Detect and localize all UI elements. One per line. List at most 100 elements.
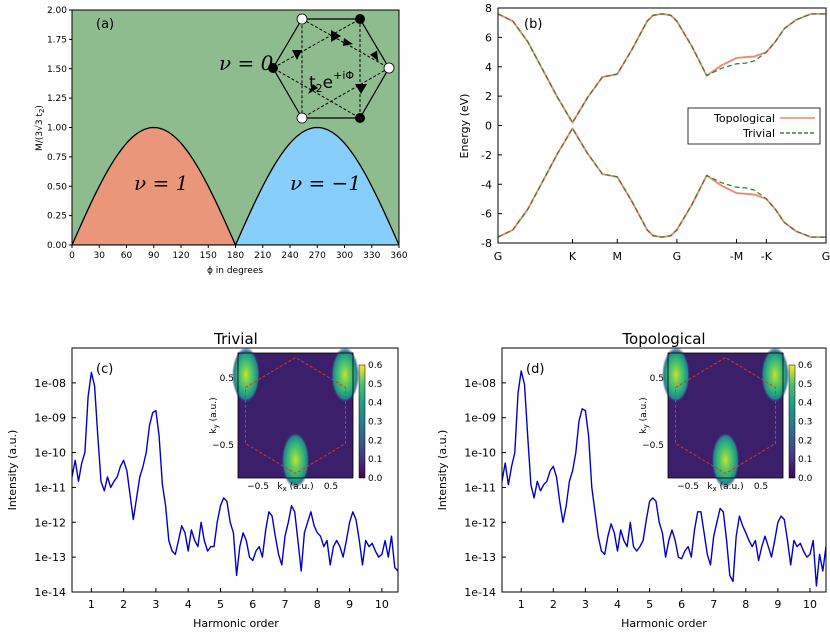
panel-c-tag: (c): [96, 362, 113, 377]
colorbar-tick: 0.6: [798, 361, 813, 371]
harmonic-spectrum-topological: [502, 370, 826, 587]
y-tick-label: 1.75: [47, 35, 67, 45]
y-tick-label: -4: [481, 178, 492, 191]
hopping-label: t2e+iΦ: [309, 69, 354, 95]
nu-minus1-region: [234, 126, 399, 245]
y-tick-label: 6: [485, 31, 492, 44]
valley-hotspot: [331, 347, 359, 403]
inset-y-label: ky (a.u.): [639, 397, 650, 433]
x-tick-label: 120: [172, 251, 189, 261]
y-tick-label: 2.00: [47, 6, 67, 16]
y-tick-label: 1e-12: [464, 516, 496, 529]
colorbar-tick: 0.2: [368, 436, 382, 446]
band-topological-upper: [498, 12, 826, 124]
band-topological-lower: [498, 127, 826, 239]
inset-x-tick: −0.5: [247, 482, 269, 492]
x-tick-label: 60: [121, 251, 133, 261]
y-tick-label: 1e-09: [464, 412, 496, 425]
colorbar-tick: 0.5: [368, 380, 382, 390]
inset-x-tick: 0.5: [324, 482, 338, 492]
panel-a-x-ticks: 0 30 60 90 120 150 180 210 240 270 300 330 360: [69, 245, 408, 261]
y-tick-label: 1e-11: [464, 481, 496, 494]
y-tick-label: 1.50: [47, 65, 67, 75]
y-tick-label: 8: [485, 2, 492, 15]
y-tick-label: 0.00: [47, 241, 67, 251]
x-tick-label: 9: [346, 598, 353, 611]
inset-x-label: kx (a.u.): [707, 482, 743, 493]
panel-d-x-label: Harmonic order: [621, 617, 707, 630]
x-tick-label: 0: [69, 251, 75, 261]
y-tick-label: 1e-11: [34, 481, 66, 494]
panel-b-y-label: Energy (eV): [458, 94, 471, 159]
panel-a: 0 30 60 90 120 150 180 210 240 270 300 330 360 0.000…: [34, 6, 408, 276]
valley-hotspot: [232, 347, 260, 403]
x-tick-label: 2: [120, 598, 127, 611]
x-tick-label: 90: [148, 251, 160, 261]
inset-x-tick: −0.5: [677, 482, 699, 492]
inset-frame: [237, 352, 354, 479]
valley-hotspot: [281, 432, 310, 488]
inset-y-tick: −0.5: [212, 441, 234, 451]
y-tick-label: 0.75: [47, 153, 67, 163]
panel-c-x-label: Harmonic order: [193, 617, 279, 630]
x-tick-label: 8: [742, 598, 749, 611]
panel-d-y-ticks: 1e-14 1e-13 1e-12 1e-11 1e-10 1e-09 1e-08: [464, 377, 506, 599]
panel-c-frame: [71, 347, 399, 593]
y-tick-label: 1e-10: [34, 447, 66, 460]
y-tick-label: -2: [481, 149, 492, 162]
x-tick-label: 10: [375, 598, 389, 611]
kspace-inset-trivial: 0.5 −0.5 −0.5 0.5 kx (a.u.) ky (a.u.) 0.0 0.1 0.…: [209, 347, 383, 493]
panel-d-y-label: Intensity (a.u.): [436, 430, 449, 511]
x-tick-label: 4: [614, 598, 621, 611]
x-tick-label: -M: [730, 250, 743, 263]
y-tick-label: 1.25: [47, 94, 67, 104]
x-tick-label: 6: [678, 598, 685, 611]
x-tick-label: 1: [88, 598, 95, 611]
colorbar-tick: 0.4: [798, 399, 813, 409]
valley-hotspot: [662, 347, 690, 403]
y-tick-label: 0.25: [47, 212, 67, 222]
colorbar-tick: 0.3: [798, 418, 812, 428]
inset-x-label: kx (a.u.): [277, 482, 313, 493]
panel-a-y-ticks: 0.00 0.25 0.50 0.75 1.00 1.25 1.50 1.75 2.00: [47, 6, 72, 251]
y-tick-label: 4: [485, 61, 492, 74]
x-tick-label: 4: [185, 598, 192, 611]
valley-hotspot: [761, 347, 789, 403]
honeycomb-inset: t2e+iΦ: [268, 13, 395, 124]
y-tick-label: 0.50: [47, 182, 67, 192]
panel-d: 1e-14 1e-13 1e-12 1e-11 1e-10 1e-09 1e-08 1 2 3 4…: [436, 330, 827, 630]
legend-topological-label: Topological: [713, 112, 775, 125]
nu-minus1-label: ν = −1: [290, 171, 361, 195]
x-tick-label: 10: [803, 598, 817, 611]
inset-x-tick: 0.5: [754, 482, 768, 492]
panel-d-x-ticks: 1 2 3 4 5 6 7 8 9 10: [518, 588, 817, 611]
panel-d-title: Topological: [621, 330, 705, 348]
panel-a-x-label: ϕ in degrees: [207, 266, 263, 276]
kspace-inset-topological: 0.5 −0.5 −0.5 0.5 kx (a.u.) ky (a.u.) 0.0 0.1 0.…: [639, 347, 813, 493]
inset-y-label: ky (a.u.): [209, 397, 220, 433]
y-tick-label: 1e-08: [34, 377, 66, 390]
spectrum-line: [72, 371, 398, 577]
nu1-label: ν = 1: [134, 171, 188, 195]
site-b-icon: [296, 112, 308, 124]
x-tick-label: G: [822, 250, 830, 263]
colorbar-tick: 0.5: [798, 380, 812, 390]
panel-c: 1e-14 1e-13 1e-12 1e-11 1e-10 1e-09 1e-08 1 2 3 4…: [6, 330, 399, 630]
x-tick-label: G: [494, 250, 503, 263]
panel-c-y-label: Intensity (a.u.): [6, 430, 19, 511]
x-tick-label: -K: [761, 250, 773, 263]
x-tick-label: 5: [646, 598, 653, 611]
y-tick-label: 1e-12: [34, 516, 66, 529]
y-tick-label: 1e-09: [34, 412, 66, 425]
x-tick-label: 360: [390, 251, 407, 261]
x-tick-label: G: [673, 250, 682, 263]
panel-b-x-ticks: G K M G -M -K G: [494, 239, 830, 263]
x-tick-label: 7: [710, 598, 717, 611]
x-tick-label: 180: [227, 251, 244, 261]
colorbar-tick: 0.1: [798, 455, 812, 465]
band-trivial-lower: [498, 127, 826, 238]
x-tick-label: 240: [281, 251, 298, 261]
x-tick-label: M: [613, 250, 623, 263]
colorbar-tick: 0.0: [368, 474, 383, 484]
y-tick-label: 1e-13: [34, 551, 66, 564]
